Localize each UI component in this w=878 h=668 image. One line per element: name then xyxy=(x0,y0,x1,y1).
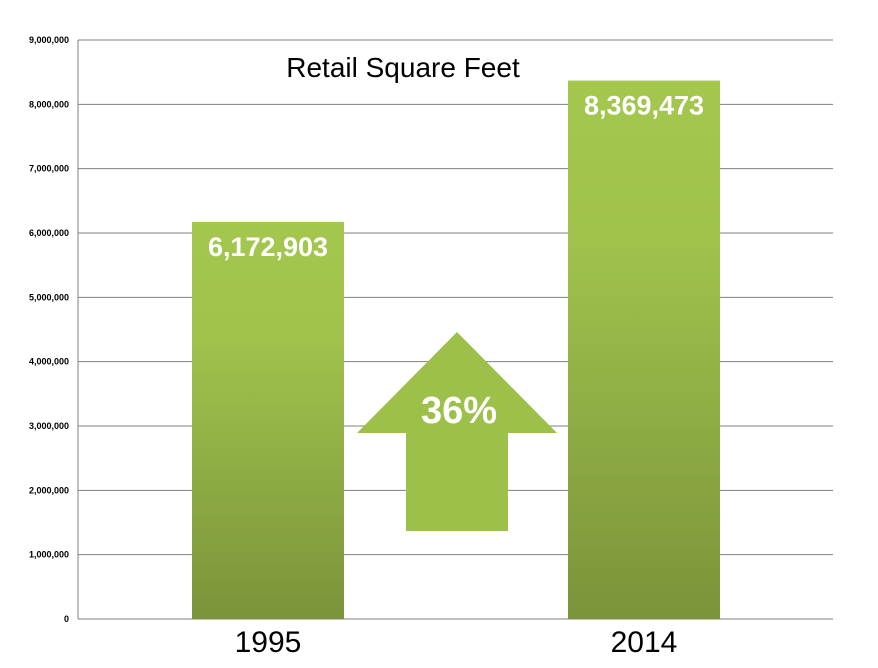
data-labels: 6,172,903 8,369,473 xyxy=(208,91,704,262)
y-tick-label: 0 xyxy=(64,614,69,624)
data-label-2014: 8,369,473 xyxy=(584,91,704,121)
y-tick-label: 1,000,000 xyxy=(29,550,69,560)
y-tick-label: 7,000,000 xyxy=(29,164,69,174)
bar-1995 xyxy=(192,221,344,619)
y-tick-label: 4,000,000 xyxy=(29,357,69,367)
bars xyxy=(192,80,720,619)
data-label-1995: 6,172,903 xyxy=(208,232,328,262)
x-axis-tick-labels: 1995 2014 xyxy=(235,626,678,659)
y-tick-label: 3,000,000 xyxy=(29,421,69,431)
up-arrow-icon xyxy=(357,332,557,531)
growth-percent-label: 36% xyxy=(421,390,497,432)
y-tick-label: 8,000,000 xyxy=(29,99,69,109)
x-tick-label: 2014 xyxy=(611,626,678,659)
y-tick-label: 5,000,000 xyxy=(29,292,69,302)
y-tick-label: 2,000,000 xyxy=(29,485,69,495)
y-tick-label: 9,000,000 xyxy=(29,35,69,45)
growth-annotation: 36% xyxy=(357,332,557,531)
chart-title: Retail Square Feet xyxy=(286,52,520,83)
y-axis-tick-labels: 0 1,000,000 2,000,000 3,000,000 4,000,000 5,0… xyxy=(29,35,69,624)
x-tick-label: 1995 xyxy=(235,626,302,659)
y-tick-label: 6,000,000 xyxy=(29,228,69,238)
bar-2014 xyxy=(568,80,720,619)
